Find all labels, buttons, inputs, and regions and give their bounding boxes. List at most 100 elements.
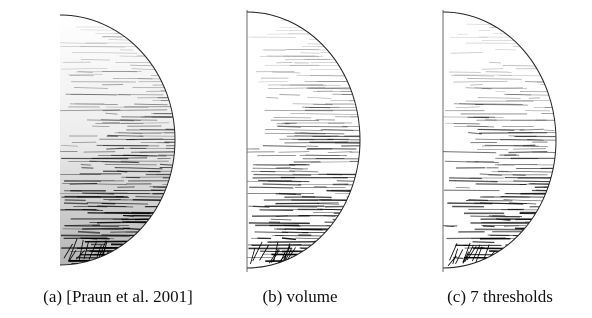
hatch-stroke (476, 264, 519, 265)
hatch-stroke (520, 213, 543, 214)
hatch-stroke (148, 241, 170, 242)
caption: (a) [Praun et al. 2001] (43, 287, 193, 307)
hatch-stroke (489, 251, 514, 252)
hatch-stroke (302, 46, 353, 47)
hatch-stroke (282, 238, 296, 239)
hatching (443, 14, 592, 268)
figure: (a) [Praun et al. 2001] (b) volume (c) 7… (0, 0, 592, 318)
hatch-stroke (259, 81, 288, 82)
hatch-stroke (78, 232, 100, 233)
hatch-stroke (346, 196, 368, 197)
hatch-stroke (309, 254, 332, 255)
hatch-stroke (129, 261, 181, 262)
hatch-stroke (485, 145, 548, 146)
hatch-stroke (467, 78, 522, 79)
hatch-stroke (339, 18, 373, 19)
hatch-stroke (479, 133, 533, 134)
hatch-stroke (164, 142, 203, 143)
hatch-stroke (472, 242, 494, 243)
hatch-stroke (473, 248, 524, 249)
hatch-stroke (448, 256, 456, 266)
hatch-stroke (484, 267, 513, 268)
hatch-stroke (327, 226, 381, 227)
hatch-stroke (100, 257, 162, 258)
hatch-stroke (472, 245, 480, 261)
hatch-stroke (326, 191, 361, 192)
hatch-stroke (328, 152, 352, 153)
hatch-stroke (463, 243, 470, 263)
hatch-stroke (283, 264, 294, 265)
hatch-stroke (451, 53, 483, 54)
hatch-stroke (498, 267, 533, 268)
hatch-stroke (324, 130, 382, 131)
hatch-stroke (266, 97, 278, 98)
hatch-stroke (466, 24, 501, 25)
hatch-stroke (137, 97, 201, 98)
hatch-stroke (148, 222, 215, 223)
hatch-stroke (523, 145, 535, 146)
hatch-stroke (539, 241, 592, 242)
hatch-stroke (519, 264, 539, 265)
hatch-stroke (489, 62, 500, 63)
hatch-stroke (456, 187, 470, 188)
hatch-stroke (540, 20, 581, 21)
hatch-stroke (142, 232, 169, 233)
hatch-stroke (250, 248, 255, 264)
hatch-stroke (109, 200, 121, 201)
hatch-stroke (544, 130, 554, 131)
hatch-stroke (101, 235, 153, 236)
hatch-stroke (321, 238, 339, 239)
hatch-stroke (310, 62, 365, 63)
hatch-stroke (453, 81, 507, 82)
hatch-stroke (263, 146, 306, 147)
hatch-stroke (495, 91, 505, 92)
hatch-stroke (306, 267, 371, 268)
hatch-stroke (525, 82, 566, 83)
hatch-stroke (153, 260, 212, 261)
hatch-stroke (456, 107, 481, 108)
hatch-stroke (543, 78, 592, 79)
hatch-stroke (153, 30, 167, 31)
hatch-stroke (281, 264, 310, 265)
hatch-stroke (544, 206, 583, 207)
caption: (c) 7 thresholds (447, 287, 553, 307)
hatch-stroke (118, 247, 171, 248)
hatch-stroke (493, 33, 526, 34)
hatch-stroke (100, 20, 152, 21)
hatch-stroke (335, 242, 363, 243)
hatch-stroke (319, 258, 383, 259)
hatch-stroke (499, 75, 561, 76)
hatch-stroke (505, 178, 558, 179)
hatch-stroke (345, 78, 413, 79)
hatch-stroke (249, 223, 310, 224)
hatch-stroke (325, 222, 358, 223)
hatch-stroke (280, 20, 307, 21)
hatch-stroke (81, 168, 93, 169)
hatch-stroke (485, 18, 510, 19)
hatch-stroke (291, 257, 307, 258)
hatch-stroke (449, 181, 498, 182)
hatch-stroke (543, 66, 572, 67)
hatch-stroke (332, 94, 398, 95)
hatch-stroke (498, 254, 545, 255)
hatch-stroke (326, 245, 382, 246)
hatch-stroke (543, 235, 592, 236)
hatch-stroke (467, 255, 530, 256)
hatch-stroke (81, 164, 91, 165)
hatch-stroke (314, 242, 350, 243)
hatch-stroke (327, 257, 384, 258)
hatch-stroke (299, 27, 337, 28)
hatch-stroke (536, 43, 581, 44)
hatch-stroke (317, 204, 339, 205)
hatch-stroke (164, 203, 225, 204)
hatch-stroke (307, 97, 331, 98)
hatch-stroke (468, 14, 482, 15)
hatch-stroke (539, 216, 589, 217)
hatch-stroke (279, 95, 300, 96)
hatch-stroke (545, 200, 592, 201)
hatch-stroke (443, 152, 496, 153)
hatch-stroke (341, 145, 384, 146)
hatch-stroke (272, 72, 300, 73)
hatch-stroke (540, 85, 557, 86)
hatch-stroke (537, 81, 564, 82)
